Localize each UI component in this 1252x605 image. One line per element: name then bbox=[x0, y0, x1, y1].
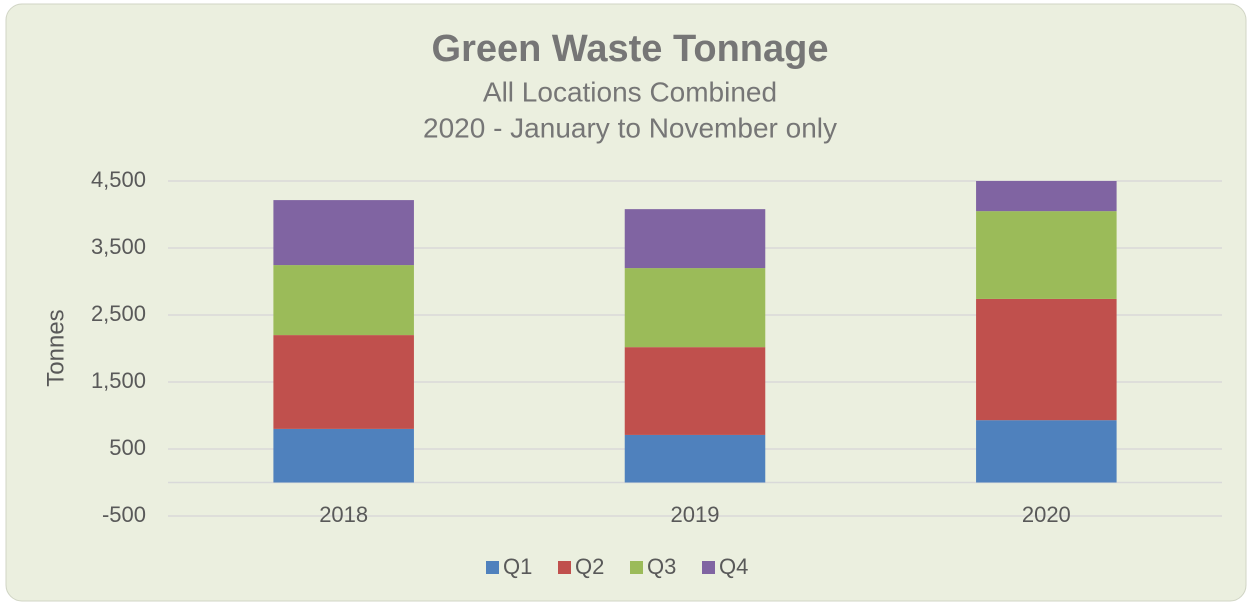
x-tick-label: 2020 bbox=[1022, 502, 1071, 527]
chart-subtitle: All Locations Combined bbox=[483, 76, 777, 107]
y-tick-label: 1,500 bbox=[91, 368, 146, 393]
chart-subtitle: 2020 - January to November only bbox=[423, 112, 837, 143]
bar-segment bbox=[624, 434, 766, 483]
chart-title: Green Waste Tonnage bbox=[432, 28, 829, 70]
y-tick-label: -500 bbox=[102, 502, 146, 527]
y-tick-label: 4,500 bbox=[91, 167, 146, 192]
bar-segment bbox=[273, 265, 414, 336]
legend-label: Q4 bbox=[719, 554, 748, 579]
bar-segment bbox=[976, 420, 1117, 483]
legend-swatch bbox=[486, 561, 499, 574]
bar-segment bbox=[624, 209, 766, 269]
legend-label: Q3 bbox=[647, 554, 676, 579]
legend-swatch bbox=[630, 561, 643, 574]
x-tick-label: 2018 bbox=[319, 502, 368, 527]
legend-label: Q1 bbox=[503, 554, 532, 579]
y-tick-label: 500 bbox=[109, 435, 146, 460]
bar-segment bbox=[976, 181, 1117, 212]
legend-swatch bbox=[558, 561, 571, 574]
x-tick-label: 2019 bbox=[671, 502, 720, 527]
bar-segment bbox=[976, 211, 1117, 299]
y-tick-label: 3,500 bbox=[91, 234, 146, 259]
bar-segment bbox=[273, 200, 414, 266]
bar-segment bbox=[624, 268, 766, 348]
legend-label: Q2 bbox=[575, 554, 604, 579]
bar-segment bbox=[273, 428, 414, 483]
bar-segment bbox=[273, 335, 414, 429]
bar-segment bbox=[976, 298, 1117, 421]
legend-swatch bbox=[702, 561, 715, 574]
y-tick-label: 2,500 bbox=[91, 301, 146, 326]
bar-segment bbox=[624, 347, 766, 435]
y-axis-label: Tonnes bbox=[42, 309, 69, 386]
